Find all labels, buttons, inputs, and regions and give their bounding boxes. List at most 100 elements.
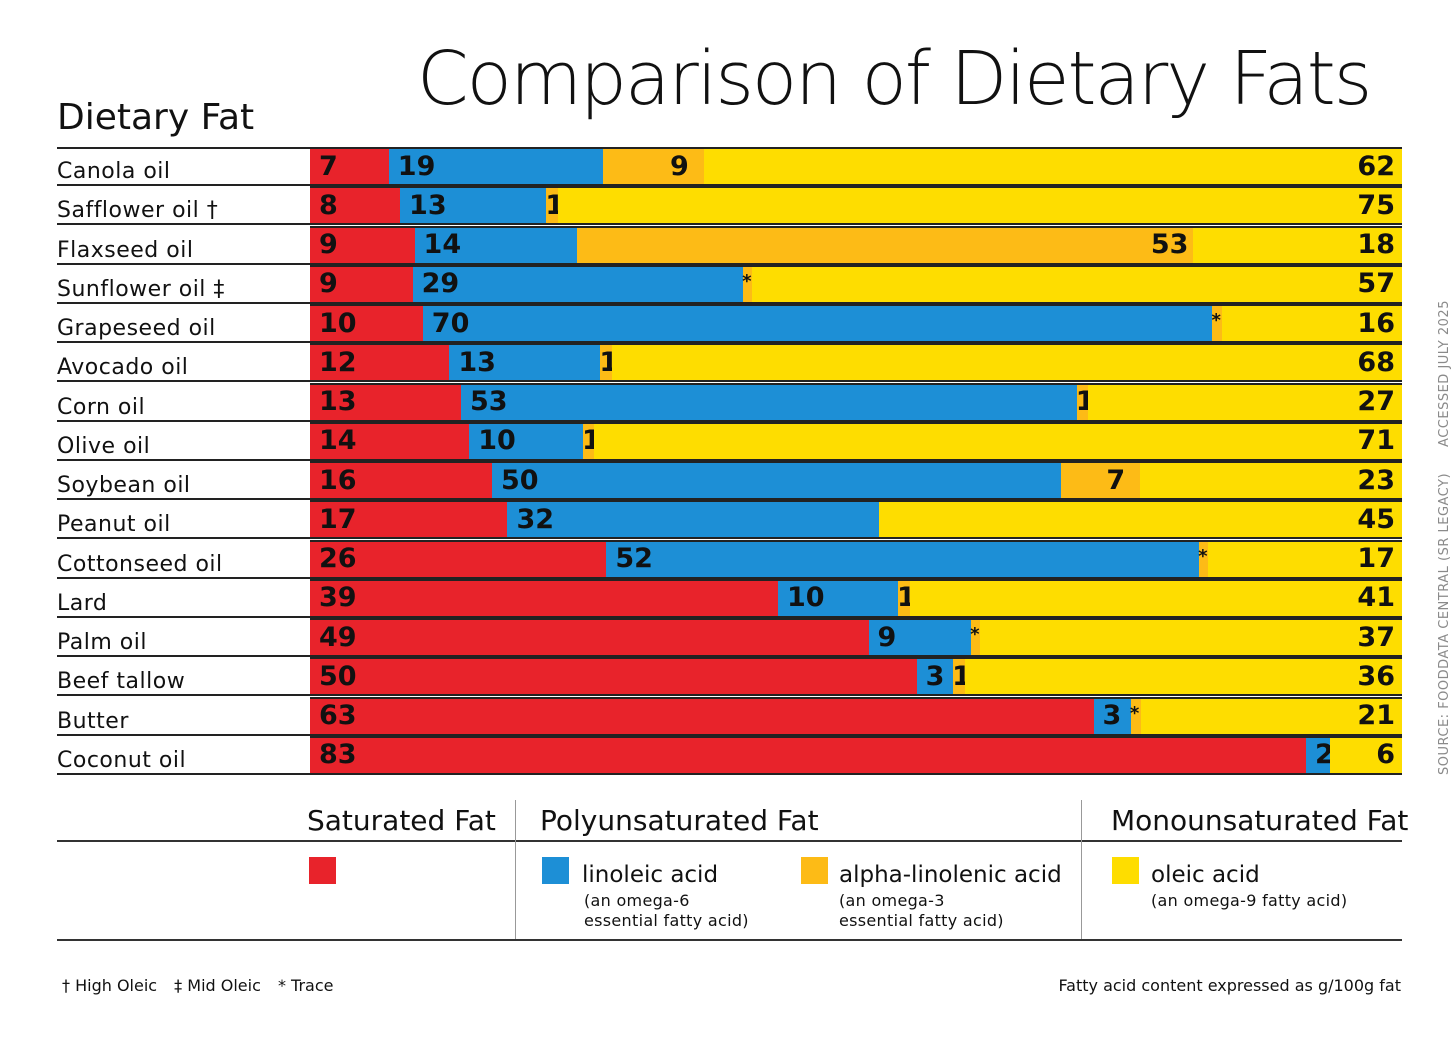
data-label-saturated: 10 (319, 307, 357, 339)
data-label-linoleic: 32 (516, 503, 555, 535)
legend-swatch-saturated (309, 857, 336, 884)
data-label-alpha-linolenic: * (742, 270, 752, 292)
bar-segment-alpha-linolenic (953, 659, 966, 695)
data-label-saturated: 26 (319, 542, 357, 574)
legend-divider-top (57, 840, 1402, 842)
data-label-saturated: 17 (319, 503, 357, 535)
bar-segment-saturated (310, 620, 870, 655)
data-label-linoleic: 70 (431, 307, 470, 339)
bar-segment-saturated (310, 345, 450, 381)
data-label-linoleic: 2 (1315, 739, 1334, 771)
data-label-alpha-linolenic: 9 (670, 150, 689, 182)
bar-segment-saturated (310, 227, 416, 263)
data-label-linoleic: 52 (615, 542, 653, 574)
category-label: Flaxseed oil (57, 237, 194, 263)
units-note: Fatty acid content expressed as g/100g f… (1058, 976, 1401, 995)
legend-note-alpha-linolenic: (an omega-3 essential fatty acid) (839, 891, 1004, 930)
data-label-linoleic: 53 (470, 385, 508, 417)
data-label-linoleic: 13 (458, 346, 496, 378)
bar-row: Corn oil 13 53 1 27 (57, 382, 1402, 422)
category-label: Lard (57, 590, 108, 616)
bar-segment-alpha-linolenic (1060, 463, 1141, 498)
bar-track: 49 9 * 37 (310, 618, 1402, 657)
bar-row: Lard 39 10 1 41 (57, 578, 1402, 618)
bar-segment-saturated (310, 306, 424, 341)
footnote-high-oleic: † High Oleic (62, 976, 158, 995)
bar-segment-oleic (1208, 541, 1402, 577)
bar-segment-alpha-linolenic (743, 266, 753, 302)
legend-swatch-linoleic (542, 857, 569, 884)
bar-segment-oleic (910, 580, 1402, 616)
category-label: Canola oil (57, 159, 171, 184)
bar-segment-saturated (310, 659, 918, 695)
data-label-oleic: 57 (1357, 268, 1395, 300)
data-label-saturated: 16 (319, 464, 357, 496)
data-label-alpha-linolenic: * (1211, 310, 1221, 331)
row-rule (57, 301, 310, 304)
bar-segment-saturated (310, 188, 401, 224)
bar-segment-saturated (310, 580, 779, 616)
legend-divider-right (1081, 800, 1082, 939)
legend-group-polyunsaturated: Polyunsaturated Fat (540, 804, 819, 837)
data-label-alpha-linolenic: * (1198, 545, 1208, 567)
category-label: Butter (57, 708, 129, 734)
bar-segment-linoleic (507, 502, 880, 538)
bar-segment-oleic (1140, 698, 1402, 734)
source-line: SOURCE: FOODDATA CENTRAL (SR LEGACY) (1437, 472, 1452, 775)
data-label-oleic: 21 (1357, 699, 1395, 731)
data-label-linoleic: 3 (1102, 699, 1122, 731)
bar-segment-linoleic (469, 423, 584, 459)
data-label-saturated: 83 (319, 739, 357, 771)
data-label-linoleic: 3 (925, 660, 945, 692)
bar-segment-linoleic (449, 345, 601, 381)
chart-title: Comparison of Dietary Fats (417, 36, 1372, 122)
data-label-saturated: 9 (319, 228, 338, 260)
bar-segment-oleic (1140, 463, 1402, 498)
bar-segment-linoleic (1093, 698, 1132, 734)
bar-segment-saturated (310, 266, 414, 302)
legend-swatch-alpha-linolenic (801, 857, 828, 884)
bar-track: 26 52 * 17 (310, 539, 1402, 579)
data-label-oleic: 18 (1357, 228, 1395, 260)
bar-segment-saturated (310, 541, 607, 577)
bar-segment-saturated (310, 737, 1307, 773)
bar-row: Palm oil 49 9 * 37 (57, 618, 1402, 657)
y-axis-label: Dietary Fat (57, 97, 255, 138)
legend: Saturated Fat Polyunsaturated Fat Monoun… (57, 800, 1408, 942)
bar-row: Grapeseed oil 10 70 * 16 (57, 304, 1402, 343)
data-label-oleic: 23 (1357, 464, 1395, 496)
data-label-linoleic: 29 (421, 268, 460, 300)
bar-segment-alpha-linolenic (583, 423, 595, 459)
data-label-alpha-linolenic: * (1129, 702, 1140, 724)
data-label-oleic: 36 (1357, 660, 1395, 692)
bar-segment-saturated (310, 463, 493, 498)
bar-segment-linoleic (388, 149, 604, 184)
legend-swatch-oleic (1112, 857, 1139, 884)
category-label: Peanut oil (57, 512, 171, 538)
bar-track: 14 10 1 71 (310, 421, 1402, 461)
bar-segment-oleic (557, 188, 1402, 224)
bar-segment-linoleic (400, 188, 547, 224)
bar-segment-oleic (704, 149, 1402, 184)
bar-segment-alpha-linolenic (898, 580, 911, 616)
data-label-saturated: 14 (319, 425, 357, 457)
legend-label-oleic: oleic acid (1151, 862, 1260, 888)
data-label-oleic: 6 (1376, 739, 1395, 771)
data-label-saturated: 63 (319, 699, 357, 731)
source-note: SOURCE: FOODDATA CENTRAL (SR LEGACY) ACCE… (1437, 274, 1452, 775)
bar-segment-saturated (310, 423, 470, 459)
bar-segment-alpha-linolenic (546, 188, 559, 224)
bar-segment-alpha-linolenic (1212, 306, 1223, 341)
data-label-linoleic: 19 (397, 150, 436, 182)
category-label: Olive oil (57, 433, 151, 459)
bar-segment-oleic (612, 345, 1402, 381)
bar-track: 9 29 * 57 (310, 264, 1402, 304)
row-rule (57, 262, 310, 265)
bar-segment-saturated (310, 698, 1095, 734)
bar-segment-oleic (980, 620, 1402, 655)
legend-group-monounsaturated: Monounsaturated Fat (1111, 804, 1409, 837)
footnote-mid-oleic: ‡ Mid Oleic (174, 976, 261, 995)
bar-segment-oleic (1192, 227, 1402, 263)
legend-note-linoleic: (an omega-6 essential fatty acid) (584, 891, 749, 930)
row-rule (57, 184, 310, 186)
